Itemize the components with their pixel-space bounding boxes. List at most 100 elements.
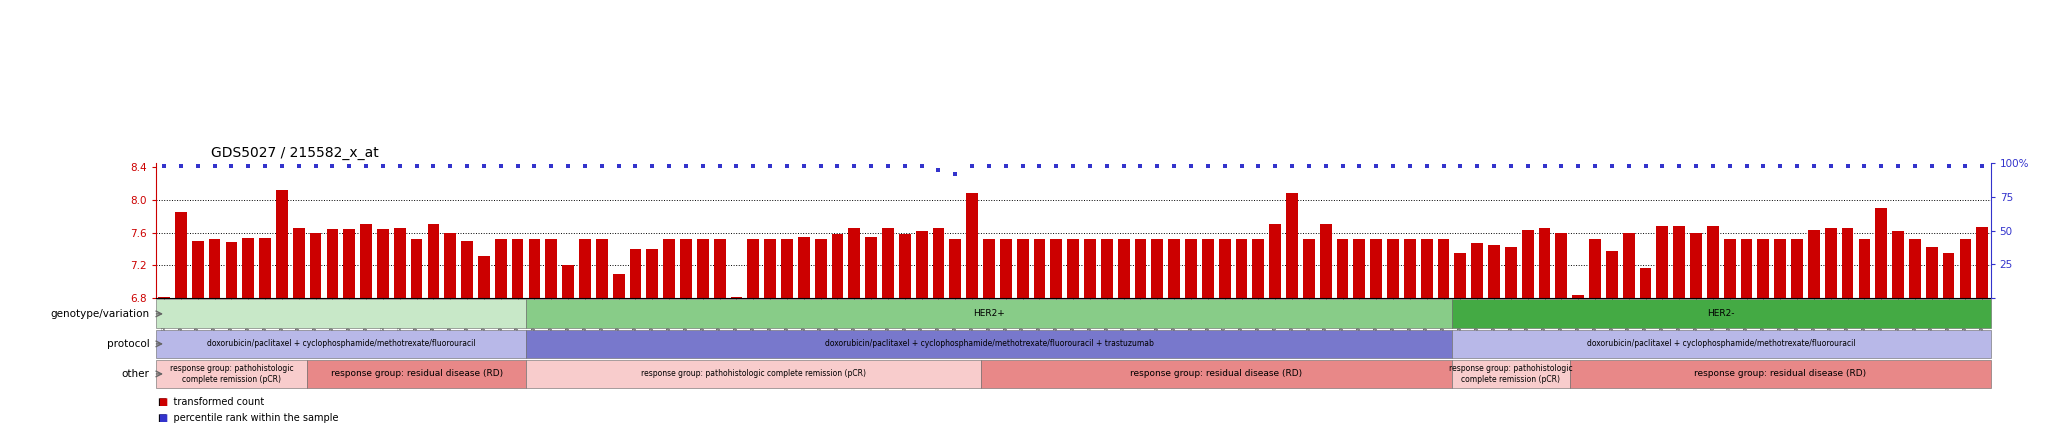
Bar [1741,239,1753,298]
Point [1073,162,1106,169]
Text: response group: residual disease (RD): response group: residual disease (RD) [330,369,502,379]
Point [1225,162,1257,169]
Point [1157,162,1190,169]
Bar [1909,239,1921,298]
Bar [293,228,305,298]
Bar [1841,228,1853,298]
Point [215,162,248,169]
Bar [629,249,641,298]
Point [1798,162,1831,169]
Point [586,162,618,169]
Bar [1556,233,1567,298]
Point [266,162,299,169]
Bar [680,239,692,298]
Bar [1354,239,1366,298]
Point [1006,162,1038,169]
Bar [1167,239,1180,298]
Point [1915,162,1948,169]
Point [1360,162,1393,169]
Bar [377,229,389,298]
Bar [496,239,506,298]
Bar [1219,239,1231,298]
Bar [967,193,979,298]
Point [467,162,500,169]
Point [1866,162,1898,169]
Text: ■: ■ [158,413,168,423]
Point [1511,162,1544,169]
Point [1241,162,1274,169]
Point [1882,162,1915,169]
Point [702,162,735,169]
Point [889,162,922,169]
Point [1563,162,1595,169]
Bar [1976,227,1989,298]
Bar [1573,295,1583,298]
Bar [950,239,961,298]
Bar [596,239,608,298]
Point [1780,162,1812,169]
Point [1427,162,1460,169]
Bar [1589,239,1602,298]
Bar [1438,239,1450,298]
Bar [612,274,625,298]
Bar [1538,228,1550,298]
Bar [1067,239,1079,298]
Text: response group: pathohistologic complete remission (pCR): response group: pathohistologic complete… [641,369,866,379]
Text: ■  transformed count: ■ transformed count [158,397,264,407]
Point [653,162,686,169]
Point [973,162,1006,169]
Bar [512,239,524,298]
Bar [764,239,776,298]
Point [1460,162,1493,169]
Point [1208,162,1241,169]
Bar [1470,243,1483,298]
Bar [1757,239,1769,298]
Bar [1522,230,1534,298]
Point [721,162,754,169]
Point [1090,162,1122,169]
Bar [831,234,844,298]
Bar [1925,247,1937,298]
Point [1309,162,1341,169]
Bar [1202,239,1214,298]
Point [838,162,870,169]
Point [1343,162,1376,169]
Bar [1606,251,1618,298]
Point [1931,162,1964,169]
Point [922,166,954,173]
Bar [545,239,557,298]
Point [1260,162,1292,169]
Point [248,162,281,169]
Point [1124,162,1157,169]
Point [315,162,348,169]
Bar [731,297,741,298]
Bar [780,239,793,298]
Point [1292,162,1325,169]
Text: response group: residual disease (RD): response group: residual disease (RD) [1694,369,1866,379]
Bar [1421,239,1434,298]
Point [1831,162,1864,169]
Point [786,162,819,169]
Bar [1083,239,1096,298]
Point [805,162,838,169]
Text: HER2+: HER2+ [973,309,1006,319]
Bar [748,239,760,298]
Bar [1454,253,1466,298]
Bar [1640,268,1651,298]
Bar [848,228,860,298]
Bar [260,238,270,298]
Point [670,162,702,169]
Bar [158,297,170,298]
Point [989,162,1022,169]
Bar [1774,239,1786,298]
Text: HER2-: HER2- [1708,309,1735,319]
Bar [1135,239,1147,298]
Bar [412,239,422,298]
Bar [1337,239,1348,298]
Text: doxorubicin/paclitaxel + cyclophosphamide/methotrexate/fluorouracil + trastuzuma: doxorubicin/paclitaxel + cyclophosphamid… [825,339,1153,349]
Bar [1825,228,1837,298]
Bar [899,234,911,298]
Bar [1051,239,1063,298]
Bar [883,228,893,298]
Bar [1657,226,1669,298]
